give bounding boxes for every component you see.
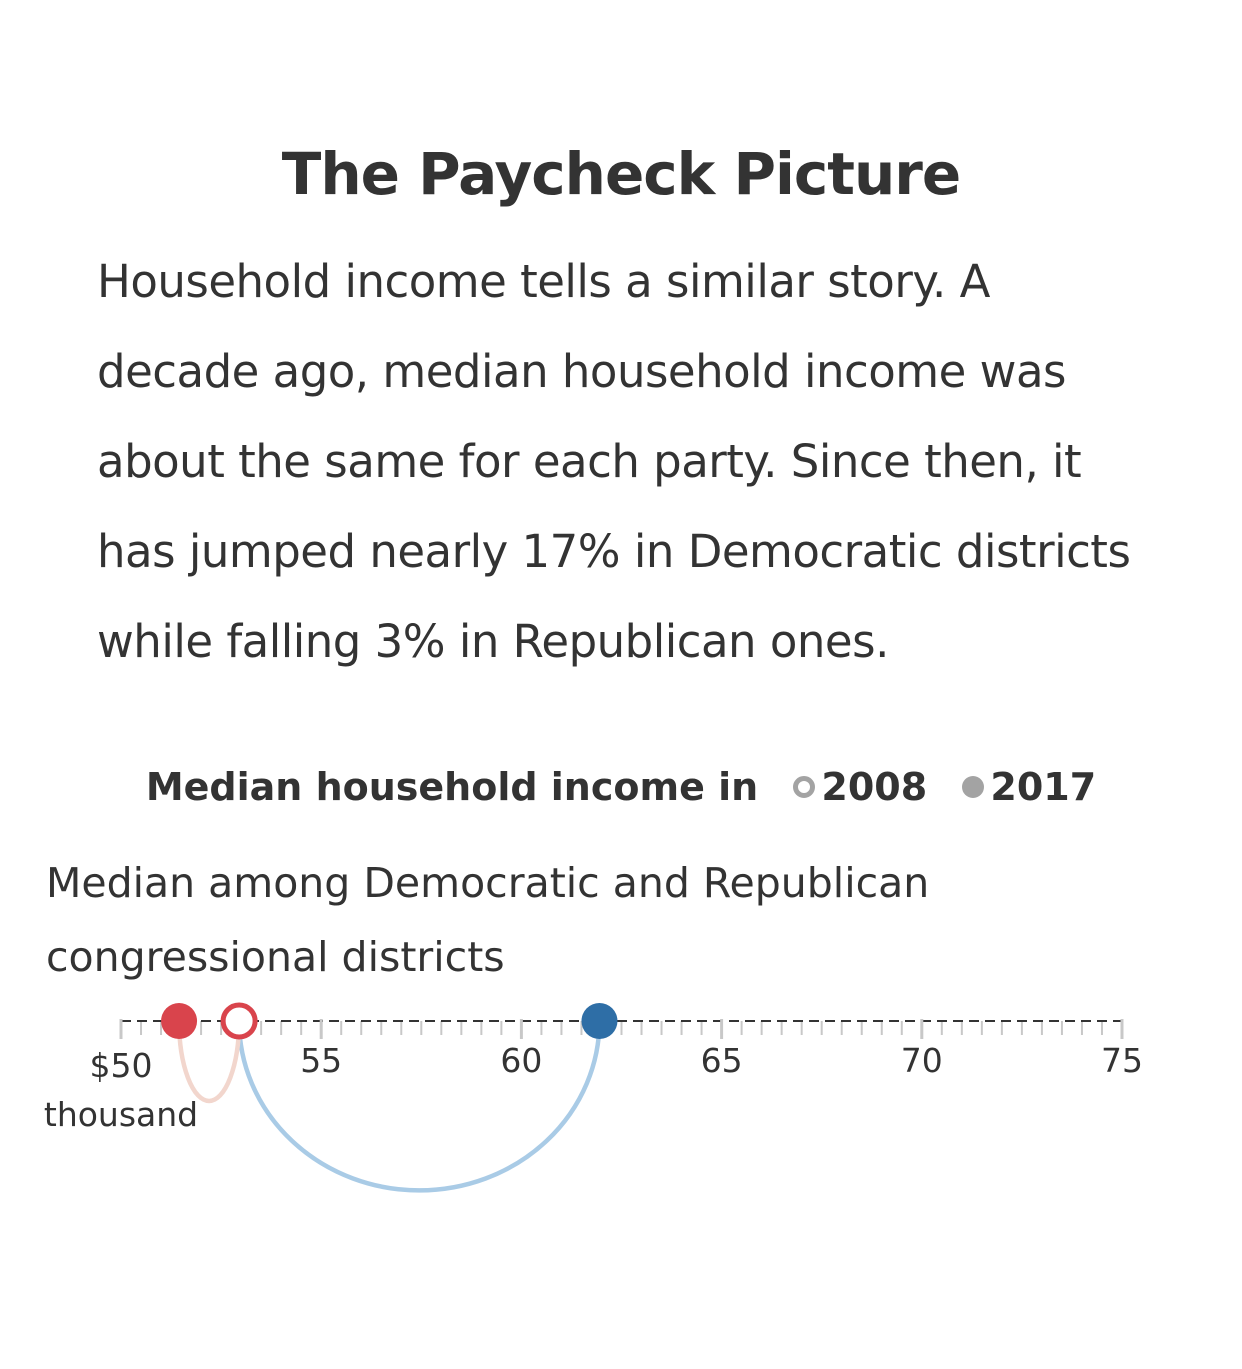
tick-label-3: 65 bbox=[701, 1041, 743, 1080]
major-ticks-layer bbox=[119, 1019, 1124, 1039]
legend-item-2008: 2008 bbox=[793, 765, 927, 809]
arc-democratic bbox=[236, 1020, 602, 1193]
tick-label-4: 70 bbox=[901, 1041, 943, 1080]
legend-label-2017: 2017 bbox=[990, 765, 1097, 809]
legend-prefix: Median household income in bbox=[145, 765, 759, 809]
tick-label-1: 55 bbox=[300, 1041, 342, 1080]
dot-2008-republican bbox=[220, 1002, 258, 1040]
legend-label-2008: 2008 bbox=[821, 765, 928, 809]
chart-subtitle: Median among Democratic and Republican c… bbox=[46, 859, 930, 981]
tick-labels-layer: $50 thousand 55 60 65 70 75 bbox=[44, 1041, 1143, 1134]
open-circle-icon bbox=[793, 775, 816, 798]
dot-2017-republican bbox=[161, 1003, 198, 1039]
dot-2017-democratic bbox=[581, 1003, 618, 1039]
minor-ticks-layer bbox=[140, 1021, 1103, 1035]
filled-circle-icon bbox=[962, 775, 985, 798]
tick-label-2: 60 bbox=[500, 1041, 542, 1080]
income-dot-chart: $50 thousand 55 60 65 70 75 bbox=[44, 1002, 1143, 1193]
tick-sublabel-0: thousand bbox=[44, 1095, 198, 1134]
tick-label-5: 75 bbox=[1101, 1041, 1143, 1080]
arcs-layer bbox=[176, 1020, 602, 1193]
legend-item-2017: 2017 bbox=[962, 765, 1096, 809]
legend: Median household income in 2008 2017 bbox=[0, 765, 1242, 809]
intro-paragraph: Household income tells a similar story. … bbox=[97, 255, 1131, 668]
arc-republican bbox=[176, 1020, 242, 1104]
chart-title: The Paycheck Picture bbox=[281, 140, 961, 208]
tick-label-0: $50 bbox=[90, 1046, 153, 1085]
dots-layer bbox=[161, 1002, 618, 1040]
